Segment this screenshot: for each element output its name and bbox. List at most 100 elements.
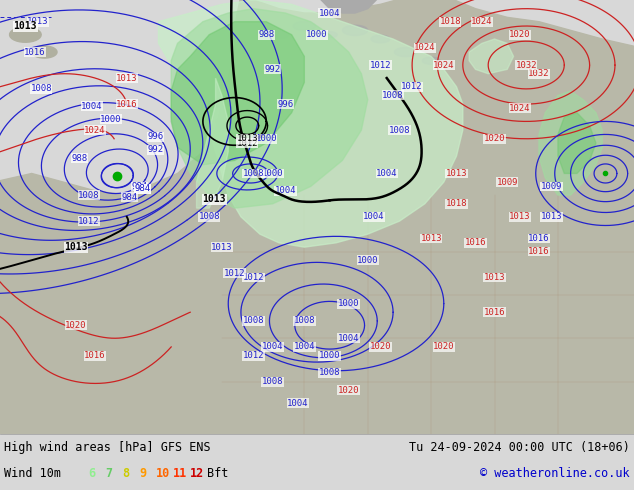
Text: 1004: 1004 [294, 343, 315, 351]
Text: 1016: 1016 [24, 48, 46, 56]
Text: 1000: 1000 [319, 351, 340, 360]
Polygon shape [322, 31, 337, 38]
Text: 1012: 1012 [401, 82, 423, 91]
Polygon shape [293, 22, 316, 31]
Text: 1024: 1024 [84, 125, 106, 135]
Text: 8: 8 [122, 467, 129, 480]
Text: 996: 996 [277, 99, 294, 109]
Text: 984: 984 [131, 182, 148, 191]
Polygon shape [223, 136, 233, 141]
Polygon shape [342, 25, 368, 36]
Text: 1013: 1013 [202, 195, 226, 204]
Text: 1009: 1009 [496, 178, 518, 187]
Text: Bft: Bft [207, 467, 228, 480]
Text: 1008: 1008 [382, 91, 404, 100]
Text: 1016: 1016 [465, 238, 486, 247]
Text: 1012: 1012 [243, 351, 264, 360]
Text: 1012: 1012 [243, 273, 264, 282]
Text: 1013: 1013 [211, 243, 233, 252]
Text: 992: 992 [147, 145, 164, 154]
Polygon shape [394, 48, 417, 57]
Polygon shape [171, 9, 368, 208]
Text: 1024: 1024 [433, 61, 455, 70]
Text: 1020: 1020 [509, 30, 531, 39]
Text: 9: 9 [139, 467, 146, 480]
Text: 1008: 1008 [294, 317, 315, 325]
Text: 1018: 1018 [446, 199, 467, 208]
Text: 1000: 1000 [256, 134, 277, 143]
Polygon shape [371, 35, 390, 43]
Polygon shape [10, 27, 41, 42]
Text: 1020: 1020 [65, 321, 87, 330]
Text: 1008: 1008 [78, 191, 100, 199]
Text: 1016: 1016 [116, 99, 138, 109]
Text: 1012: 1012 [78, 217, 100, 226]
Text: 984: 984 [134, 184, 151, 193]
Text: 1018: 1018 [439, 17, 461, 26]
Text: 1004: 1004 [275, 186, 296, 196]
Text: 1032: 1032 [515, 61, 537, 70]
Polygon shape [158, 0, 463, 247]
Text: 1020: 1020 [338, 386, 359, 395]
Text: 992: 992 [264, 65, 281, 74]
Text: 984: 984 [122, 193, 138, 202]
Text: 1009: 1009 [541, 182, 562, 191]
Polygon shape [269, 31, 288, 39]
Text: 6: 6 [88, 467, 95, 480]
Text: 1013: 1013 [541, 212, 562, 221]
Polygon shape [197, 78, 228, 208]
Text: 1004: 1004 [81, 102, 103, 111]
Text: 7: 7 [105, 467, 112, 480]
Text: 1004: 1004 [262, 343, 283, 351]
Text: 1024: 1024 [471, 17, 493, 26]
Text: 10: 10 [156, 467, 171, 480]
Text: 1000: 1000 [100, 115, 122, 124]
Polygon shape [0, 0, 634, 438]
Text: 1004: 1004 [376, 169, 398, 178]
Text: 988: 988 [258, 30, 275, 39]
Text: 1024: 1024 [414, 43, 436, 52]
Text: 1020: 1020 [484, 134, 505, 143]
Text: 1000: 1000 [306, 30, 328, 39]
Text: 1024: 1024 [509, 104, 531, 113]
Text: 1008: 1008 [243, 169, 264, 178]
Text: 1013: 1013 [236, 134, 258, 143]
Text: Wind 10m: Wind 10m [4, 467, 61, 480]
Text: 1008: 1008 [30, 84, 52, 94]
Text: 1004: 1004 [338, 334, 359, 343]
Text: 1000: 1000 [338, 299, 359, 308]
Text: 1016: 1016 [84, 351, 106, 360]
Polygon shape [422, 57, 440, 64]
Text: Tu 24-09-2024 00:00 UTC (18+06): Tu 24-09-2024 00:00 UTC (18+06) [409, 441, 630, 454]
Text: 1013: 1013 [116, 74, 138, 82]
Text: © weatheronline.co.uk: © weatheronline.co.uk [481, 467, 630, 480]
Text: 1000: 1000 [357, 256, 378, 265]
Text: 1012: 1012 [236, 139, 258, 147]
Text: High wind areas [hPa] GFS ENS: High wind areas [hPa] GFS ENS [4, 441, 210, 454]
Text: 1013: 1013 [13, 21, 37, 31]
Polygon shape [216, 119, 228, 124]
Text: 1008: 1008 [198, 212, 220, 221]
Polygon shape [558, 113, 596, 173]
Polygon shape [539, 91, 602, 195]
Text: 12: 12 [190, 467, 204, 480]
Text: 984: 984 [134, 184, 151, 193]
Text: 11: 11 [173, 467, 187, 480]
Text: 988: 988 [71, 154, 87, 163]
Text: 1032: 1032 [528, 69, 550, 78]
Text: 996: 996 [147, 132, 164, 141]
Text: 1016: 1016 [528, 247, 550, 256]
Text: 1004: 1004 [363, 212, 385, 221]
Text: 1012: 1012 [224, 269, 245, 278]
Text: 1004: 1004 [319, 8, 340, 18]
Text: 1013: 1013 [446, 169, 467, 178]
Text: 1020: 1020 [433, 343, 455, 351]
Text: 1013: 1013 [509, 212, 531, 221]
Text: 1013: 1013 [420, 234, 442, 243]
Polygon shape [208, 100, 223, 108]
Text: 1008: 1008 [243, 317, 264, 325]
Text: 1004: 1004 [287, 399, 309, 408]
Text: 1013: 1013 [27, 17, 49, 26]
Text: 1012: 1012 [370, 61, 391, 70]
Polygon shape [32, 46, 57, 58]
